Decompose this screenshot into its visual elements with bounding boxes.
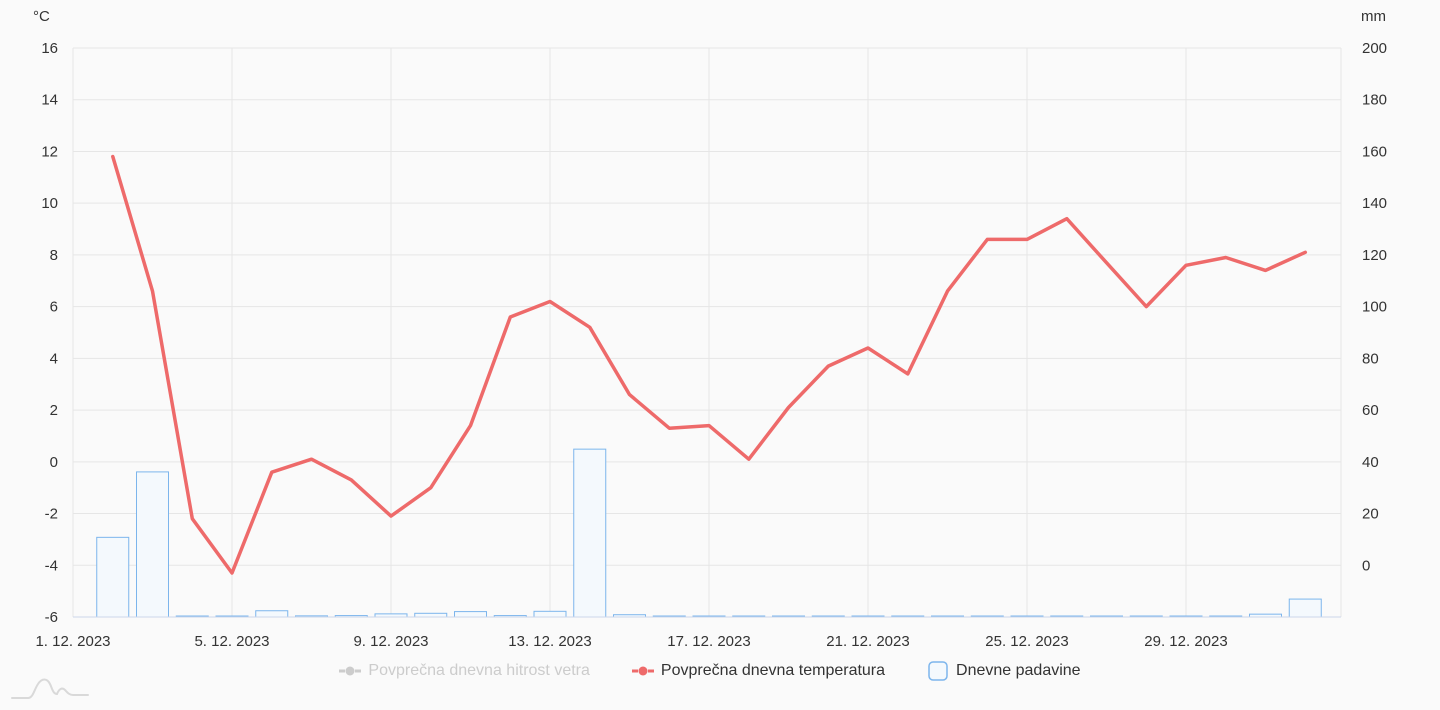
x-axis-tick-label: 5. 12. 2023 [194, 633, 269, 650]
right-axis-tick-label: 60 [1362, 402, 1379, 419]
precipitation-bar [136, 471, 169, 618]
temperature-line [111, 154, 1308, 575]
precipitation-bar [96, 536, 130, 618]
wind-speed-marker-icon [339, 661, 362, 681]
x-axis-tick-label: 13. 12. 2023 [508, 633, 591, 650]
left-axis-tick-label: 4 [50, 350, 58, 367]
left-axis-tick-label: 2 [50, 402, 58, 419]
right-axis-tick-label: 100 [1362, 299, 1387, 316]
left-axis-tick-label: 12 [41, 143, 58, 160]
left-axis-tick-label: 8 [50, 247, 58, 264]
left-axis-title: °C [33, 8, 50, 25]
left-axis-tick-label: -6 [45, 609, 58, 626]
precipitation-bar [533, 610, 567, 618]
left-axis-tick-label: -4 [45, 557, 58, 574]
right-axis-tick-label: 40 [1362, 454, 1379, 471]
left-axis-tick-label: 10 [41, 195, 58, 212]
precipitation-bar [414, 612, 448, 618]
x-axis-tick-label: 29. 12. 2023 [1144, 633, 1227, 650]
x-axis-tick-label: 9. 12. 2023 [353, 633, 428, 650]
left-axis-tick-label: 0 [50, 454, 58, 471]
precipitation-bar [573, 448, 607, 618]
left-axis-tick-label: 14 [41, 92, 58, 109]
left-axis-tick-label: 16 [41, 40, 58, 57]
legend-label-precipitation: Dnevne padavine [956, 662, 1081, 679]
right-axis-tick-label: 120 [1362, 247, 1387, 264]
legend-item-temperature[interactable]: Povprečna dnevna temperatura [631, 661, 886, 681]
temperature-marker-icon [631, 661, 654, 681]
right-axis-title: mm [1361, 8, 1386, 25]
right-axis-tick-label: 20 [1362, 506, 1379, 523]
right-axis-tick-label: 200 [1362, 40, 1387, 57]
x-axis-tick-label: 17. 12. 2023 [667, 633, 750, 650]
right-axis-tick-label: 140 [1362, 195, 1387, 212]
left-axis-tick-label: 6 [50, 299, 58, 316]
legend-label-temperature: Povprečna dnevna temperatura [660, 662, 886, 679]
right-axis-tick-label: 160 [1362, 143, 1387, 160]
x-axis-tick-label: 25. 12. 2023 [985, 633, 1068, 650]
chart-legend: Povprečna dnevna hitrost vetra Povprečna… [0, 661, 1420, 681]
x-axis-tick-label: 21. 12. 2023 [826, 633, 909, 650]
legend-item-precipitation[interactable]: Dnevne padavine [927, 661, 1081, 681]
right-axis-tick-label: 80 [1362, 350, 1379, 367]
right-axis-tick-label: 180 [1362, 92, 1387, 109]
brand-logo-icon [11, 678, 89, 699]
precipitation-marker-icon [927, 661, 949, 681]
left-axis-tick-label: -2 [45, 506, 58, 523]
right-axis-tick-label: 0 [1362, 557, 1370, 574]
legend-item-wind-speed[interactable]: Povprečna dnevna hitrost vetra [339, 661, 590, 681]
precipitation-bar [255, 610, 289, 618]
precipitation-bar [1288, 598, 1322, 618]
precipitation-bar [454, 611, 487, 618]
legend-label-wind-speed: Povprečna dnevna hitrost vetra [368, 662, 590, 679]
x-axis-tick-label: 1. 12. 2023 [35, 633, 110, 650]
